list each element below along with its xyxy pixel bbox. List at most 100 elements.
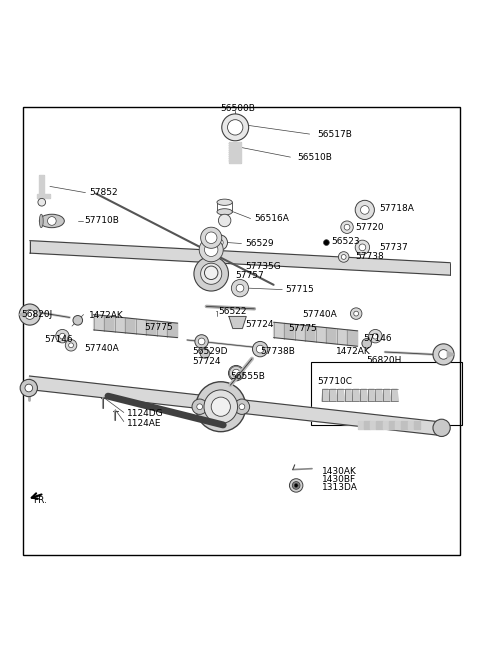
- Text: 57718A: 57718A: [379, 205, 414, 213]
- Circle shape: [256, 345, 264, 353]
- Text: 1124AE: 1124AE: [127, 419, 162, 428]
- Circle shape: [212, 235, 228, 250]
- Text: 1472AK: 1472AK: [336, 348, 371, 356]
- Circle shape: [362, 338, 372, 348]
- Circle shape: [354, 311, 359, 316]
- Ellipse shape: [39, 215, 64, 228]
- Text: 57757: 57757: [235, 271, 264, 279]
- Text: 1124DG: 1124DG: [127, 409, 164, 418]
- Circle shape: [234, 399, 250, 415]
- Text: 56523: 56523: [331, 237, 360, 246]
- Polygon shape: [395, 420, 401, 429]
- Circle shape: [324, 239, 329, 245]
- Text: 1430AK: 1430AK: [322, 466, 357, 476]
- Text: 56510B: 56510B: [298, 153, 333, 161]
- Polygon shape: [408, 420, 414, 429]
- Polygon shape: [19, 312, 26, 318]
- Polygon shape: [295, 325, 305, 341]
- Polygon shape: [389, 420, 395, 429]
- Polygon shape: [274, 322, 284, 338]
- Text: 57720: 57720: [355, 222, 384, 232]
- Text: 57738: 57738: [355, 253, 384, 262]
- Text: 57724: 57724: [192, 357, 220, 366]
- Circle shape: [204, 266, 218, 279]
- Circle shape: [344, 224, 350, 230]
- Circle shape: [204, 243, 218, 256]
- Polygon shape: [345, 389, 352, 401]
- Circle shape: [355, 240, 370, 255]
- Circle shape: [338, 252, 349, 262]
- Circle shape: [231, 279, 249, 297]
- Ellipse shape: [39, 215, 43, 228]
- Polygon shape: [104, 316, 115, 332]
- Polygon shape: [125, 318, 135, 334]
- Circle shape: [252, 341, 268, 357]
- Polygon shape: [156, 321, 167, 337]
- Polygon shape: [146, 320, 156, 336]
- Circle shape: [355, 200, 374, 220]
- Circle shape: [289, 479, 303, 492]
- Text: 1313DA: 1313DA: [322, 483, 358, 493]
- Text: 57146: 57146: [44, 335, 73, 344]
- Polygon shape: [37, 194, 50, 198]
- Circle shape: [222, 114, 249, 141]
- Circle shape: [192, 399, 207, 415]
- Text: 56529D: 56529D: [192, 348, 228, 356]
- Text: 57715: 57715: [286, 285, 314, 294]
- Polygon shape: [229, 316, 246, 329]
- Circle shape: [48, 216, 56, 225]
- Polygon shape: [360, 389, 368, 401]
- Ellipse shape: [217, 209, 232, 215]
- Circle shape: [236, 284, 244, 292]
- Polygon shape: [364, 420, 370, 429]
- Circle shape: [228, 119, 243, 135]
- Circle shape: [292, 482, 300, 489]
- Circle shape: [350, 308, 362, 319]
- Text: FR.: FR.: [33, 497, 47, 505]
- Circle shape: [201, 227, 222, 249]
- Text: 56820J: 56820J: [22, 310, 53, 319]
- Circle shape: [204, 390, 238, 424]
- Circle shape: [232, 369, 240, 377]
- Polygon shape: [30, 241, 450, 276]
- Polygon shape: [370, 420, 376, 429]
- Circle shape: [216, 239, 223, 246]
- Polygon shape: [401, 420, 408, 429]
- Circle shape: [433, 344, 454, 365]
- Polygon shape: [28, 376, 443, 436]
- Circle shape: [194, 256, 228, 291]
- Text: 57146: 57146: [363, 334, 392, 343]
- Circle shape: [60, 333, 65, 339]
- Text: 57775: 57775: [288, 325, 317, 333]
- Text: 57737: 57737: [379, 243, 408, 252]
- Ellipse shape: [217, 199, 232, 205]
- Text: 1430BF: 1430BF: [322, 475, 356, 483]
- Polygon shape: [322, 389, 329, 401]
- Text: 56555B: 56555B: [230, 373, 265, 381]
- Polygon shape: [316, 327, 326, 343]
- Circle shape: [56, 329, 69, 343]
- Circle shape: [218, 215, 231, 227]
- Text: 56516A: 56516A: [254, 214, 289, 223]
- Circle shape: [200, 348, 210, 358]
- Circle shape: [197, 404, 203, 409]
- Circle shape: [228, 365, 244, 380]
- Circle shape: [19, 304, 40, 325]
- Polygon shape: [358, 420, 364, 429]
- Bar: [311, 361, 462, 425]
- Text: 56529: 56529: [245, 239, 274, 248]
- Polygon shape: [376, 420, 383, 429]
- Circle shape: [205, 232, 217, 243]
- Polygon shape: [284, 323, 295, 340]
- Circle shape: [73, 316, 83, 325]
- Text: 57740A: 57740A: [84, 344, 119, 353]
- Text: 56517B: 56517B: [317, 130, 352, 138]
- Text: 57710B: 57710B: [84, 216, 119, 226]
- Polygon shape: [229, 142, 241, 163]
- Circle shape: [69, 343, 73, 348]
- Circle shape: [38, 198, 46, 206]
- Text: 56820H: 56820H: [366, 356, 402, 365]
- Polygon shape: [305, 325, 316, 342]
- Circle shape: [198, 338, 205, 345]
- Polygon shape: [337, 389, 345, 401]
